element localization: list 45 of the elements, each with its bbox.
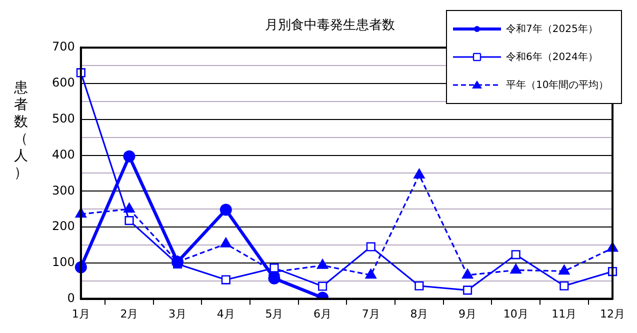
y-axis-title: 患者数（人） bbox=[13, 80, 29, 182]
x-tick-label: 6月 bbox=[314, 307, 332, 320]
point bbox=[462, 268, 474, 279]
x-tick-label: 2月 bbox=[120, 307, 138, 320]
point bbox=[365, 268, 377, 279]
point bbox=[511, 250, 520, 260]
x-tick-label: 4月 bbox=[216, 307, 235, 320]
x-tick-label: 9月 bbox=[458, 307, 477, 320]
y-tick-label: 700 bbox=[52, 40, 75, 54]
point bbox=[414, 168, 425, 178]
legend-label: 令和6年（2024年） bbox=[506, 50, 598, 64]
point bbox=[510, 264, 522, 274]
x-tick-label: 10月 bbox=[503, 307, 528, 320]
y-tick-label: 300 bbox=[52, 183, 75, 198]
point bbox=[366, 242, 376, 252]
point bbox=[560, 281, 569, 290]
point bbox=[462, 286, 472, 295]
point bbox=[414, 281, 424, 290]
y-tick-label: 500 bbox=[52, 111, 75, 126]
x-tick-label: 3月 bbox=[168, 307, 187, 320]
point bbox=[221, 275, 230, 284]
point bbox=[124, 202, 135, 213]
y-tick-label: 100 bbox=[52, 255, 75, 270]
point bbox=[220, 237, 232, 248]
point bbox=[270, 263, 279, 272]
point bbox=[316, 258, 328, 269]
y-tick-label: 200 bbox=[52, 219, 75, 234]
y-tick-label: 0 bbox=[67, 290, 75, 305]
point bbox=[220, 204, 232, 216]
point bbox=[124, 216, 134, 226]
point bbox=[123, 150, 136, 162]
x-tick-label: 8月 bbox=[410, 307, 428, 320]
legend-label: 令和7年（2025年） bbox=[506, 22, 598, 36]
x-tick-label: 5月 bbox=[265, 307, 284, 320]
x-tick-label: 7月 bbox=[362, 307, 380, 320]
y-tick-label: 400 bbox=[52, 147, 75, 162]
legend-label: 平年（10年間の平均） bbox=[506, 79, 609, 92]
point bbox=[172, 256, 184, 268]
point bbox=[318, 282, 328, 291]
chart-title: 月別食中毒発生患者数 bbox=[265, 18, 395, 34]
y-tick-label: 600 bbox=[52, 76, 75, 90]
point bbox=[558, 264, 570, 275]
x-tick-label: 1月 bbox=[72, 307, 90, 320]
x-tick-label: 12月 bbox=[600, 307, 625, 320]
x-tick-label: 11月 bbox=[552, 307, 577, 320]
